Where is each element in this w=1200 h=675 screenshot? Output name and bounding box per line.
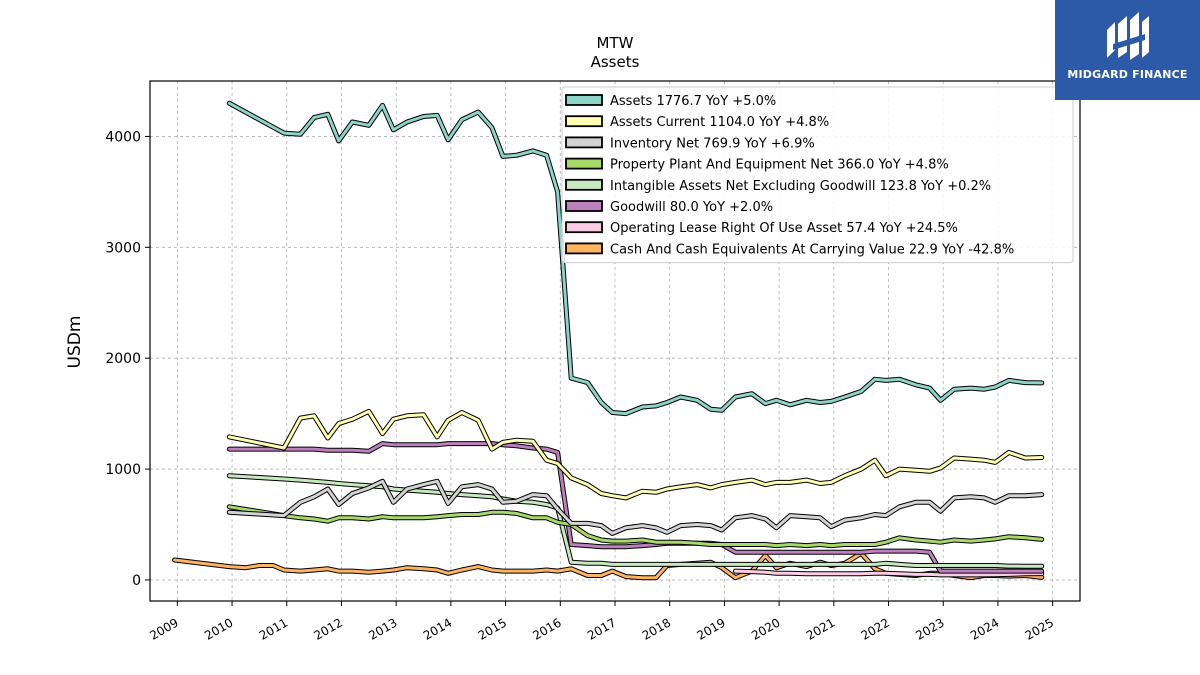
legend-swatch	[565, 115, 603, 128]
series-line	[227, 505, 1044, 548]
x-tick-label: 2011	[257, 615, 290, 642]
legend-swatch	[565, 242, 603, 255]
x-tick-label: 2025	[1023, 615, 1056, 642]
series-line	[227, 101, 1044, 416]
x-tick-label: 2024	[968, 615, 1001, 642]
x-tick-label: 2020	[749, 615, 782, 642]
logo-mark-icon	[1107, 12, 1149, 60]
legend-swatch	[565, 221, 603, 234]
x-tick-label: 2022	[859, 615, 892, 642]
x-tick-label: 2018	[640, 615, 673, 642]
legend-entry: Cash And Cash Equivalents At Carrying Va…	[610, 242, 1014, 257]
series-line	[227, 479, 1044, 535]
x-tick-label: 2016	[530, 615, 563, 642]
x-tick-label: 2019	[694, 615, 727, 642]
legend-entry: Property Plant And Equipment Net 366.0 Y…	[610, 158, 949, 173]
x-tick-label: 2012	[312, 615, 345, 642]
series-inventory-net	[226, 478, 1045, 536]
x-tick-label: 2009	[147, 615, 180, 642]
chart-subtitle: Assets	[591, 53, 640, 71]
legend-swatch	[565, 178, 603, 191]
legend-box	[561, 86, 1074, 264]
logo-text: MIDGARD FINANCE	[1067, 68, 1188, 81]
series-lines	[172, 100, 1045, 581]
series-line	[227, 474, 1044, 568]
series-property-plant-and-equipment-net	[226, 504, 1045, 549]
x-tick-label: 2017	[585, 615, 618, 642]
series-line	[227, 442, 1044, 573]
legend-entry: Inventory Net 769.9 YoY +6.9%	[610, 136, 815, 151]
legend-entry: Operating Lease Right Of Use Asset 57.4 …	[610, 221, 958, 236]
legend-entry: Intangible Assets Net Excluding Goodwill…	[610, 179, 991, 194]
series-goodwill	[226, 441, 1045, 574]
y-tick-label: 2000	[105, 351, 141, 367]
series-assets	[226, 100, 1045, 417]
y-tick-label: 0	[132, 573, 141, 589]
legend-swatch	[565, 200, 603, 212]
legend-entry: Assets Current 1104.0 YoY +4.8%	[610, 115, 829, 130]
x-tick-label: 2021	[804, 615, 837, 642]
series-line	[733, 569, 1044, 577]
x-tick-label: 2014	[421, 615, 454, 642]
series-line	[227, 409, 1044, 500]
y-tick-label: 4000	[105, 129, 141, 145]
legend-entry: Goodwill 80.0 YoY +2.0%	[610, 200, 773, 215]
x-tick-label: 2015	[476, 615, 509, 642]
y-tick-label: 1000	[105, 462, 141, 478]
legend-swatch	[565, 136, 603, 149]
chart-title: MTW	[597, 34, 634, 52]
legend-swatch	[565, 157, 603, 170]
legend: Assets 1776.7 YoY +5.0% Assets Current 11…	[561, 86, 1074, 264]
plot-frame	[149, 80, 1081, 602]
midgard-finance-logo: MIDGARD FINANCE	[1055, 0, 1200, 100]
series-operating-lease-right-of-use-asset	[732, 568, 1045, 578]
series-assets-current	[226, 408, 1045, 501]
x-tick-label: 2010	[202, 615, 235, 642]
y-tick-label: 3000	[105, 240, 141, 256]
legend-entry: Assets 1776.7 YoY +5.0%	[610, 94, 776, 109]
legend-swatch	[565, 94, 603, 106]
series-intangible-assets-net-excluding-goodwill	[226, 473, 1045, 569]
y-axis-label: USDm	[65, 316, 85, 369]
x-tick-label: 2023	[913, 615, 946, 642]
x-tick-label: 2013	[366, 615, 399, 642]
